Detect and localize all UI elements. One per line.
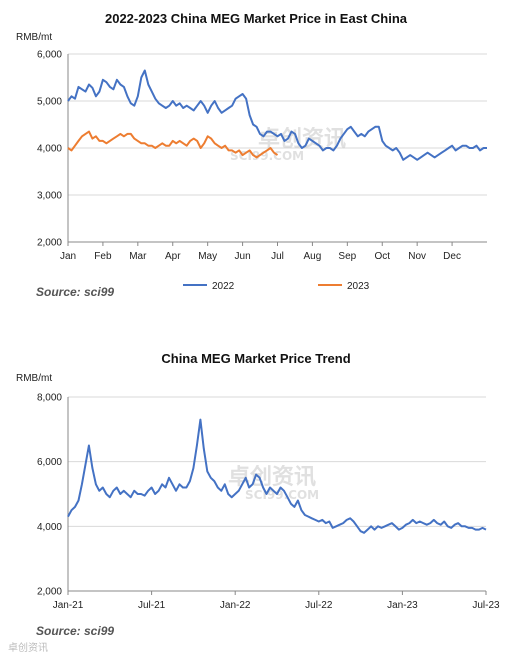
corner-watermark: 卓创资讯 [8, 641, 48, 654]
x-tick-label: Aug [304, 251, 322, 262]
source-note: Source: sci99 [36, 285, 114, 299]
x-tick-label: Dec [443, 251, 461, 262]
x-tick-label: Jul [271, 251, 284, 262]
x-tick-label: Jan-23 [387, 600, 418, 611]
series-line-2022 [67, 69, 487, 161]
x-tick-label: Feb [94, 251, 112, 262]
legend: 2022 2023 [183, 281, 370, 292]
series-line-MEG [67, 418, 487, 534]
x-tick-label: Jan-21 [53, 600, 84, 611]
y-tick-label: 6,000 [37, 457, 62, 468]
x-tick-label: Jul-23 [472, 600, 500, 611]
watermark-site: SCI99.COM [245, 488, 319, 502]
x-tick-label: Jan [60, 251, 76, 262]
y-tick-labels: 2,000 4,000 6,000 8,000 [37, 393, 62, 598]
legend-label-2023: 2023 [347, 281, 370, 292]
x-tick-labels: Jan-21 Jul-21 Jan-22 Jul-22 Jan-23 Jul-23 [53, 591, 500, 611]
y-tick-label: 5,000 [37, 97, 62, 108]
x-tick-label: Jul-22 [305, 600, 333, 611]
source-note: Source: sci99 [36, 624, 114, 638]
x-tick-label: Jan-22 [220, 600, 251, 611]
y-tick-label: 2,000 [37, 238, 62, 249]
legend-label-2022: 2022 [212, 281, 235, 292]
watermark-brand: 卓创资讯 [228, 465, 316, 490]
chart-title: 2022-2023 China MEG Market Price in East… [105, 11, 408, 26]
y-axis-unit: RMB/mt [16, 32, 52, 43]
x-tick-label: Nov [408, 251, 426, 262]
watermark: 卓创资讯 SCI99.COM [230, 127, 346, 163]
gridlines [67, 396, 486, 592]
x-tick-label: May [198, 251, 217, 262]
x-tick-label: Sep [338, 251, 356, 262]
y-tick-label: 4,000 [37, 144, 62, 155]
x-tick-label: Mar [129, 251, 147, 262]
watermark-site: SCI99.COM [230, 149, 304, 163]
x-tick-label: Jun [235, 251, 251, 262]
y-tick-label: 6,000 [37, 50, 62, 61]
series-lines [67, 69, 487, 161]
chart-title: China MEG Market Price Trend [161, 351, 350, 366]
x-tick-label: Oct [374, 251, 390, 262]
y-axis-unit: RMB/mt [16, 373, 52, 384]
y-tick-label: 3,000 [37, 191, 62, 202]
x-tick-label: Jul-21 [138, 600, 166, 611]
chart-east-china-2022-2023: 2022-2023 China MEG Market Price in East… [16, 11, 487, 299]
y-tick-label: 2,000 [37, 587, 62, 598]
y-tick-label: 4,000 [37, 522, 62, 533]
y-tick-labels: 2,000 3,000 4,000 5,000 6,000 [37, 50, 62, 249]
watermark: 卓创资讯 SCI99.COM [228, 465, 319, 502]
series-line-2023 [67, 130, 279, 159]
x-tick-label: Apr [165, 251, 181, 262]
x-tick-labels: Jan Feb Mar Apr May Jun Jul Aug Sep Oct Nov Dec [60, 242, 461, 262]
chart-meg-price-trend: China MEG Market Price Trend RMB/mt 卓创资讯… [8, 351, 500, 654]
y-tick-label: 8,000 [37, 393, 62, 404]
series-lines [67, 418, 487, 534]
